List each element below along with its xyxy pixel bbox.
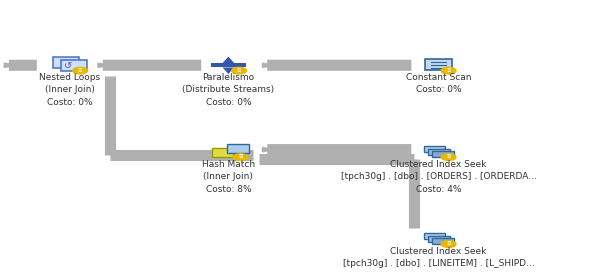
Circle shape	[441, 241, 456, 248]
FancyBboxPatch shape	[425, 59, 452, 70]
Text: Hash Match
(Inner Join)
Costo: 8%: Hash Match (Inner Join) Costo: 8%	[202, 160, 255, 194]
FancyBboxPatch shape	[424, 146, 445, 152]
Text: ≡: ≡	[446, 68, 451, 73]
Text: ≡: ≡	[446, 242, 451, 247]
Circle shape	[231, 67, 247, 74]
FancyBboxPatch shape	[424, 233, 445, 239]
Text: Clustered Index Seek
[tpch30g] . [dbo] . [ORDERS] . [ORDERDA...
Costo: 4%: Clustered Index Seek [tpch30g] . [dbo] .…	[340, 160, 537, 194]
FancyBboxPatch shape	[54, 57, 79, 68]
Circle shape	[72, 67, 88, 74]
Circle shape	[441, 154, 456, 160]
Polygon shape	[222, 67, 234, 74]
Text: Constant Scan
Costo: 0%: Constant Scan Costo: 0%	[406, 73, 471, 94]
Text: Nested Loops
(Inner Join)
Costo: 0%: Nested Loops (Inner Join) Costo: 0%	[40, 73, 100, 107]
Text: ≡: ≡	[78, 68, 82, 73]
Text: ≡: ≡	[446, 154, 451, 160]
Text: ≡: ≡	[237, 68, 241, 73]
Text: ≡: ≡	[238, 154, 243, 160]
FancyBboxPatch shape	[62, 60, 86, 71]
FancyBboxPatch shape	[428, 149, 449, 155]
Polygon shape	[222, 57, 234, 63]
FancyBboxPatch shape	[432, 151, 454, 157]
FancyBboxPatch shape	[227, 144, 249, 153]
Text: Paralelismo
(Distribute Streams)
Costo: 0%: Paralelismo (Distribute Streams) Costo: …	[182, 73, 275, 107]
Text: ↺: ↺	[64, 61, 72, 71]
Circle shape	[233, 154, 248, 160]
Circle shape	[441, 67, 456, 74]
Text: Clustered Index Seek
[tpch30g] . [dbo] . [LINEITEM] . [L_SHIPD...
Costo: 21%: Clustered Index Seek [tpch30g] . [dbo] .…	[343, 247, 534, 272]
FancyBboxPatch shape	[212, 147, 233, 157]
FancyBboxPatch shape	[428, 236, 449, 242]
FancyBboxPatch shape	[432, 238, 454, 245]
FancyBboxPatch shape	[211, 63, 246, 67]
